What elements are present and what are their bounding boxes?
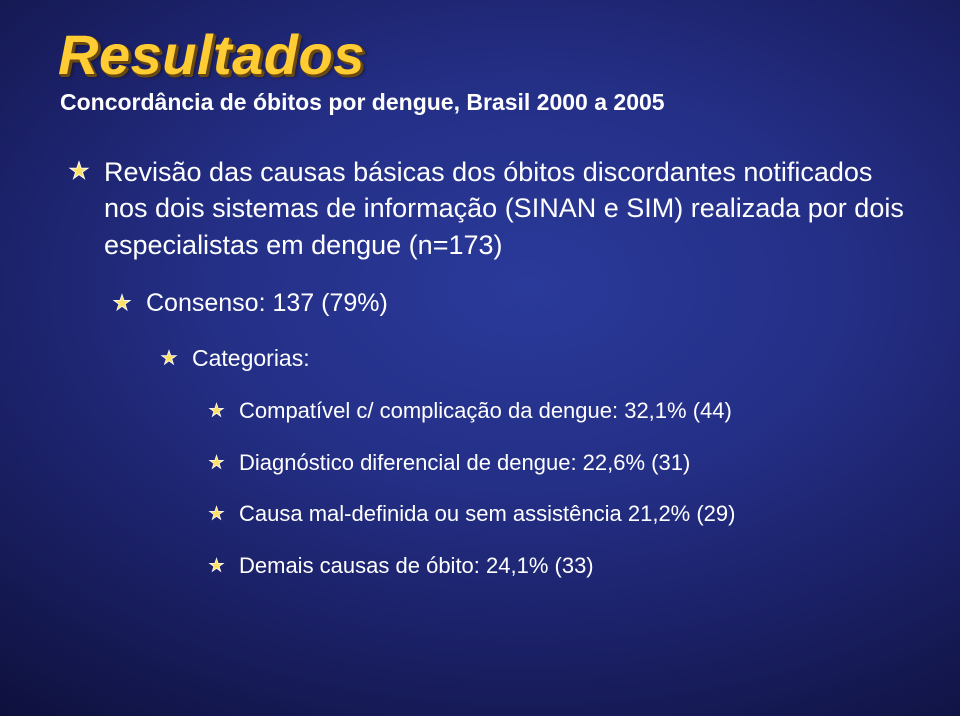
bullet-l1: Revisão das causas básicas dos óbitos di… bbox=[68, 154, 910, 263]
bullet-l4: Diagnóstico diferencial de dengue: 22,6%… bbox=[208, 448, 910, 478]
bullet-text: Compatível c/ complicação da dengue: 32,… bbox=[239, 396, 910, 426]
star-icon bbox=[112, 293, 132, 313]
star-icon bbox=[68, 160, 90, 182]
slide-body: Revisão das causas básicas dos óbitos di… bbox=[68, 154, 910, 581]
bullet-l4: Compatível c/ complicação da dengue: 32,… bbox=[208, 396, 910, 426]
bullet-text: Revisão das causas básicas dos óbitos di… bbox=[104, 154, 910, 263]
star-icon bbox=[160, 349, 178, 367]
star-icon bbox=[208, 557, 225, 574]
bullet-l4: Demais causas de óbito: 24,1% (33) bbox=[208, 551, 910, 581]
bullet-text: Categorias: bbox=[192, 343, 910, 374]
bullet-text: Consenso: 137 (79%) bbox=[146, 287, 910, 321]
star-icon bbox=[208, 454, 225, 471]
bullet-l2: Consenso: 137 (79%) bbox=[112, 287, 910, 321]
star-icon bbox=[208, 505, 225, 522]
star-icon bbox=[208, 402, 225, 419]
slide: Resultados Concordância de óbitos por de… bbox=[0, 0, 960, 716]
bullet-text: Demais causas de óbito: 24,1% (33) bbox=[239, 551, 910, 581]
slide-subtitle: Concordância de óbitos por dengue, Brasi… bbox=[60, 89, 910, 116]
bullet-text: Diagnóstico diferencial de dengue: 22,6%… bbox=[239, 448, 910, 478]
bullet-l3: Categorias: bbox=[160, 343, 910, 374]
bullet-l4: Causa mal-definida ou sem assistência 21… bbox=[208, 499, 910, 529]
bullet-text: Causa mal-definida ou sem assistência 21… bbox=[239, 499, 910, 529]
slide-title: Resultados bbox=[58, 22, 910, 87]
